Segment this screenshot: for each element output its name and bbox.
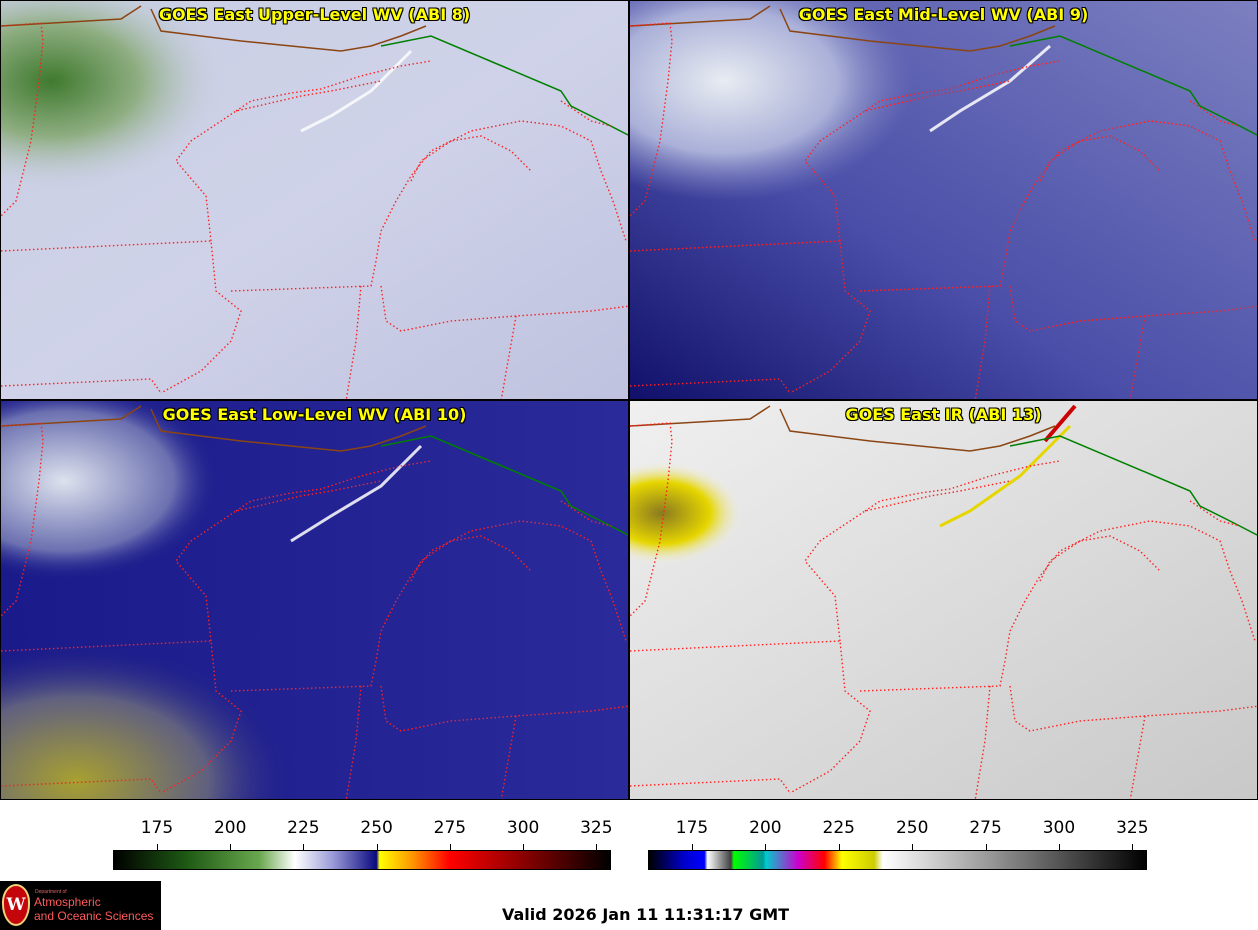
panel-mid-level-wv: GOES East Mid-Level WV (ABI 9): [629, 0, 1258, 400]
state-boundary: [1, 22, 44, 217]
state-boundary: [630, 640, 871, 794]
border-line: [380, 35, 628, 136]
colorbar-tick-label: 300: [1042, 818, 1076, 838]
aos-logo: W Department of Atmospheric and Oceanic …: [0, 881, 161, 930]
colorbar-tick-label: 175: [140, 818, 174, 838]
border-line: [150, 408, 427, 452]
colorbar-tick-label: 225: [287, 818, 320, 838]
colorbar-tick-label: 250: [360, 818, 393, 838]
panel-low-level-wv: GOES East Low-Level WV (ABI 10): [0, 400, 629, 800]
colorbar-tick-mark: [303, 844, 305, 850]
border-line: [1009, 35, 1257, 136]
border-line: [779, 8, 1056, 52]
panel-ir: GOES East IR (ABI 13): [629, 400, 1258, 800]
ir-colorbar: [648, 850, 1147, 870]
state-boundary: [864, 60, 1061, 112]
colorbar-tick-mark: [985, 844, 987, 850]
border-line: [779, 408, 1056, 452]
state-boundary: [630, 22, 673, 217]
logo-line-1: Atmospheric: [34, 895, 101, 909]
mid-wv-image: [630, 1, 1257, 399]
border-line: [1009, 435, 1257, 536]
colorbar-tick-label: 175: [675, 818, 709, 838]
state-boundary: [864, 460, 1061, 512]
state-boundary: [1009, 685, 1257, 732]
logo-department-of: Department of: [35, 889, 67, 895]
panel-title-mid-wv: GOES East Mid-Level WV (ABI 9): [798, 5, 1089, 24]
panel-title-upper-wv: GOES East Upper-Level WV (ABI 8): [158, 5, 471, 24]
panel-upper-level-wv: GOES East Upper-Level WV (ABI 8): [0, 0, 629, 400]
colorbar-tick-mark: [1058, 844, 1060, 850]
colorbar-tick-label: 200: [749, 818, 782, 838]
colorbar-tick-mark: [765, 844, 767, 850]
state-boundary: [1189, 500, 1241, 527]
colorbar-tick-mark: [523, 844, 525, 850]
upper-wv-image: [1, 1, 628, 399]
state-boundary: [380, 285, 628, 332]
state-boundary: [1, 640, 242, 794]
panel-title-ir: GOES East IR (ABI 13): [845, 405, 1042, 424]
uw-seal-icon: W: [2, 884, 30, 926]
state-boundary: [230, 120, 627, 292]
colorbar-tick-label: 250: [895, 818, 929, 838]
colorbar-tick-label: 300: [506, 818, 540, 838]
state-boundary: [804, 80, 1011, 242]
colorbar-tick-mark: [692, 844, 694, 850]
state-boundary: [630, 240, 871, 394]
state-boundary: [235, 60, 432, 112]
state-boundary: [175, 480, 382, 642]
state-boundary: [175, 80, 382, 242]
state-boundary: [804, 480, 1011, 642]
state-boundary: [1, 240, 242, 394]
colorbar-tick-mark: [230, 844, 232, 850]
colorbar-tick-mark: [156, 844, 158, 850]
border-line: [150, 8, 427, 52]
state-boundary: [560, 500, 612, 527]
colorbar-tick-mark: [376, 844, 378, 850]
colorbar-tick-label: 225: [822, 818, 856, 838]
logo-line-2: and Oceanic Sciences: [34, 909, 154, 923]
state-boundary: [230, 520, 627, 692]
colorbar-tick-mark: [1132, 844, 1134, 850]
valid-time: Valid 2026 Jan 11 11:31:17 GMT: [501, 905, 790, 924]
panel-title-low-wv: GOES East Low-Level WV (ABI 10): [162, 405, 467, 424]
border-line: [380, 435, 628, 536]
state-boundary: [560, 100, 612, 127]
colorbar-tick-label: 325: [580, 818, 613, 838]
colorbar-tick-mark: [912, 844, 914, 850]
ir-colorbar-ticks: 175 200 225 250 275 300 325: [648, 818, 1149, 850]
state-boundary: [859, 120, 1256, 292]
state-boundary: [630, 422, 673, 617]
state-boundary: [1189, 100, 1241, 127]
colorbar-tick-label: 325: [1116, 818, 1149, 838]
state-boundary: [1, 422, 44, 617]
state-boundary: [235, 460, 432, 512]
low-wv-image: [1, 401, 628, 799]
colorbar-tick-mark: [838, 844, 840, 850]
wv-colorbar: [113, 850, 611, 870]
state-boundary: [380, 685, 628, 732]
colorbar-tick-label: 200: [213, 818, 247, 838]
wv-colorbar-ticks: 175 200 225 250 275 300 325: [113, 818, 613, 850]
colorbar-tick-label: 275: [433, 818, 467, 838]
state-boundary: [1009, 285, 1257, 332]
colorbar-tick-mark: [449, 844, 451, 850]
ir-image: [630, 401, 1257, 799]
state-boundary: [859, 520, 1256, 692]
colorbar-tick-mark: [596, 844, 598, 850]
colorbar-tick-label: 275: [969, 818, 1002, 838]
